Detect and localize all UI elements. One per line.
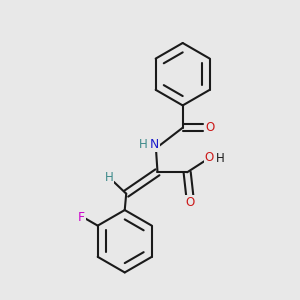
- Text: H: H: [139, 138, 148, 151]
- Text: H: H: [105, 171, 113, 184]
- Text: O: O: [206, 121, 215, 134]
- Text: O: O: [185, 196, 195, 208]
- Text: F: F: [78, 211, 85, 224]
- Text: O: O: [205, 151, 214, 164]
- Text: H: H: [216, 152, 225, 165]
- Text: N: N: [150, 138, 159, 151]
